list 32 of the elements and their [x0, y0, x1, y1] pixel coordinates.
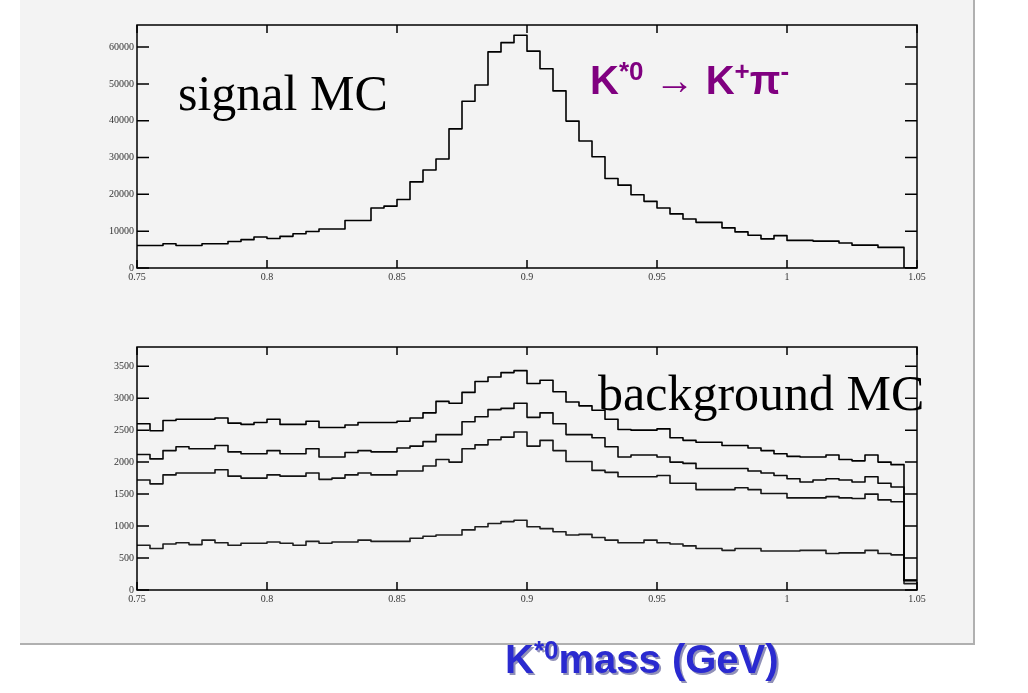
x-tick-label: 1.05: [908, 270, 926, 282]
y-tick-label: 30000: [109, 151, 134, 163]
y-tick-label: 3000: [114, 391, 134, 403]
x-tick-label: 0.8: [260, 270, 274, 282]
x-tick-label: 1.05: [908, 592, 926, 604]
y-tick-label: 50000: [109, 77, 134, 89]
x-tick-label: 1: [784, 270, 790, 282]
y-tick-label: 3500: [114, 359, 134, 371]
x-tick-label: 0.75: [128, 270, 146, 282]
x-tick-label: 0.95: [648, 270, 666, 282]
x-tick-label: 0.9: [520, 270, 534, 282]
y-tick-label: 40000: [109, 114, 134, 126]
annotation: K$^{*0}$ → K$^{+}$π$^{-}$: [590, 56, 790, 103]
x-tick-label: 0.75: [128, 592, 146, 604]
y-tick-label: 20000: [109, 187, 134, 199]
y-tick-label: 0: [129, 583, 134, 595]
x-tick-label: 0.85: [388, 270, 406, 282]
x-tick-label: 0.8: [260, 592, 274, 604]
y-tick-label: 2000: [114, 455, 134, 467]
y-tick-label: 60000: [109, 40, 134, 52]
x-tick-label: 0.9: [520, 592, 534, 604]
annotation: signal MC: [178, 65, 388, 121]
y-tick-label: 10000: [109, 224, 134, 236]
y-tick-label: 1500: [114, 487, 134, 499]
y-tick-label: 1000: [114, 519, 134, 531]
y-tick-label: 2500: [114, 423, 134, 435]
y-tick-label: 0: [129, 261, 134, 273]
y-tick-label: 500: [119, 551, 134, 563]
x-tick-label: 0.85: [388, 592, 406, 604]
x-tick-label: 0.95: [648, 592, 666, 604]
x-axis-title: K$^{*0}$mass (GeV): [505, 635, 779, 683]
x-tick-label: 1: [784, 592, 790, 604]
